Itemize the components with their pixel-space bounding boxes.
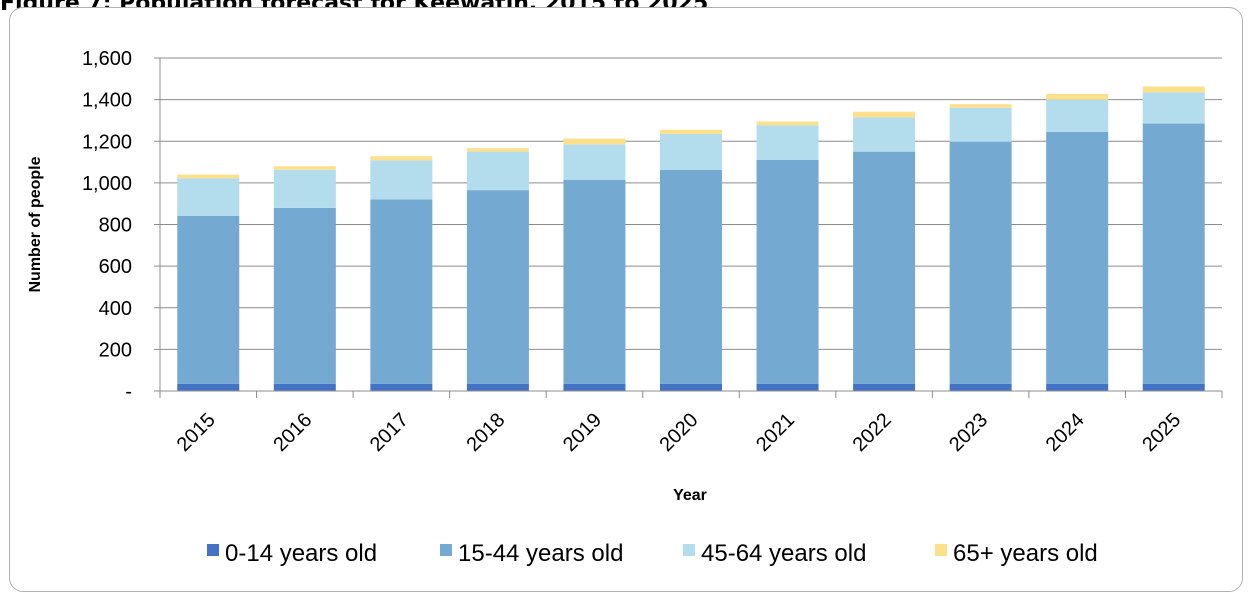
- bar-2024-series-1: [1046, 131, 1109, 384]
- bar-2018-series-2: [466, 151, 529, 191]
- bar-2023-series-3: [949, 104, 1012, 108]
- bar-2018-series-0: [466, 383, 529, 391]
- x-tick-label-2024: 2024: [1042, 409, 1089, 456]
- bar-2016-series-0: [273, 383, 336, 391]
- legend-label-1: 15-44 years old: [458, 540, 623, 567]
- legend-label-3: 65+ years old: [953, 540, 1098, 567]
- legend-swatch-2: [683, 544, 695, 556]
- bar-2023-series-2: [949, 107, 1012, 142]
- y-tick-label-1000: 1,000: [82, 173, 132, 195]
- bar-2025-series-0: [1142, 383, 1205, 391]
- bar-2020-series-3: [660, 129, 722, 134]
- x-tick-labels: 2015 2016 2017 2018 2019 2020 2021 2022 2023 2024…: [173, 409, 1185, 456]
- legend-label-0: 0-14 years old: [225, 540, 377, 567]
- bar-2015-series-2: [177, 178, 240, 216]
- bar-2021-series-0: [756, 383, 819, 391]
- bar-2017-series-0: [370, 383, 433, 391]
- bar-2024-series-2: [1046, 99, 1109, 132]
- y-tick-label-1600: 1,600: [82, 48, 132, 70]
- legend-swatch-1: [440, 544, 452, 556]
- x-axis-title: Year: [673, 487, 707, 504]
- legend-swatch-0: [207, 544, 219, 556]
- legend: 0-14 years old 15-44 years old 45-64 years…: [207, 540, 1098, 567]
- bar-2019-series-1: [563, 179, 626, 384]
- bar-2021-series-1: [756, 159, 819, 384]
- x-tick-label-2022: 2022: [849, 409, 896, 456]
- bar-2016-series-3: [273, 166, 336, 170]
- y-tick-label-600: 600: [99, 256, 132, 278]
- bar-2024-series-3: [1046, 94, 1109, 100]
- bar-2015-series-3: [177, 174, 240, 179]
- legend-label-2: 45-64 years old: [701, 540, 866, 567]
- bar-2017-series-3: [370, 156, 433, 161]
- x-tick-label-2020: 2020: [656, 409, 703, 456]
- legend-swatch-3: [935, 544, 947, 556]
- bar-2021-series-3: [756, 121, 819, 126]
- bar-2025-series-1: [1142, 123, 1205, 384]
- y-axis-title: Number of people: [27, 156, 44, 292]
- bar-2020-series-0: [660, 383, 722, 391]
- x-tick-label-2021: 2021: [752, 409, 799, 456]
- bar-2018-series-3: [466, 148, 529, 152]
- bar-2025-series-2: [1142, 92, 1205, 124]
- bar-2017-series-1: [370, 199, 433, 384]
- bars: [177, 86, 1205, 391]
- bar-2019-series-2: [563, 144, 626, 180]
- x-tick-label-2023: 2023: [945, 409, 992, 456]
- bar-2022-series-1: [853, 151, 916, 384]
- x-tick-label-2019: 2019: [559, 409, 606, 456]
- y-tick-label-200: 200: [99, 339, 132, 361]
- y-tick-label-1400: 1,400: [82, 90, 132, 112]
- x-tick-label-2018: 2018: [462, 409, 509, 456]
- x-tick-label-2025: 2025: [1138, 409, 1185, 456]
- bar-2017-series-2: [370, 160, 433, 200]
- x-tick-label-2015: 2015: [173, 409, 220, 456]
- bar-2022-series-3: [853, 111, 916, 118]
- bar-2022-series-0: [853, 383, 916, 391]
- x-tick-label-2017: 2017: [366, 409, 413, 456]
- bar-2025-series-3: [1142, 86, 1205, 93]
- bar-2023-series-1: [949, 141, 1012, 384]
- bar-2021-series-2: [756, 125, 819, 160]
- bar-2022-series-2: [853, 117, 916, 152]
- bar-2016-series-2: [273, 169, 336, 208]
- bar-2020-series-1: [660, 169, 722, 384]
- bar-2016-series-1: [273, 207, 336, 384]
- bar-2019-series-3: [563, 138, 626, 145]
- bar-2015-series-1: [177, 215, 240, 384]
- bar-2023-series-0: [949, 383, 1012, 391]
- y-tick-label-1200: 1,200: [82, 131, 132, 153]
- bar-2020-series-2: [660, 133, 722, 170]
- y-tick-label-400: 400: [99, 298, 132, 320]
- bar-2019-series-0: [563, 383, 626, 391]
- y-tick-label-800: 800: [99, 215, 132, 237]
- bar-2024-series-0: [1046, 383, 1109, 391]
- x-tick-label-2016: 2016: [269, 409, 316, 456]
- bar-2015-series-0: [177, 383, 240, 391]
- y-tick-labels: - 200 400 600 800 1,000 1,200 1,400 1,600: [82, 48, 132, 403]
- axes: [154, 57, 1223, 398]
- y-tick-label-0: -: [125, 381, 132, 403]
- bar-2018-series-1: [466, 190, 529, 384]
